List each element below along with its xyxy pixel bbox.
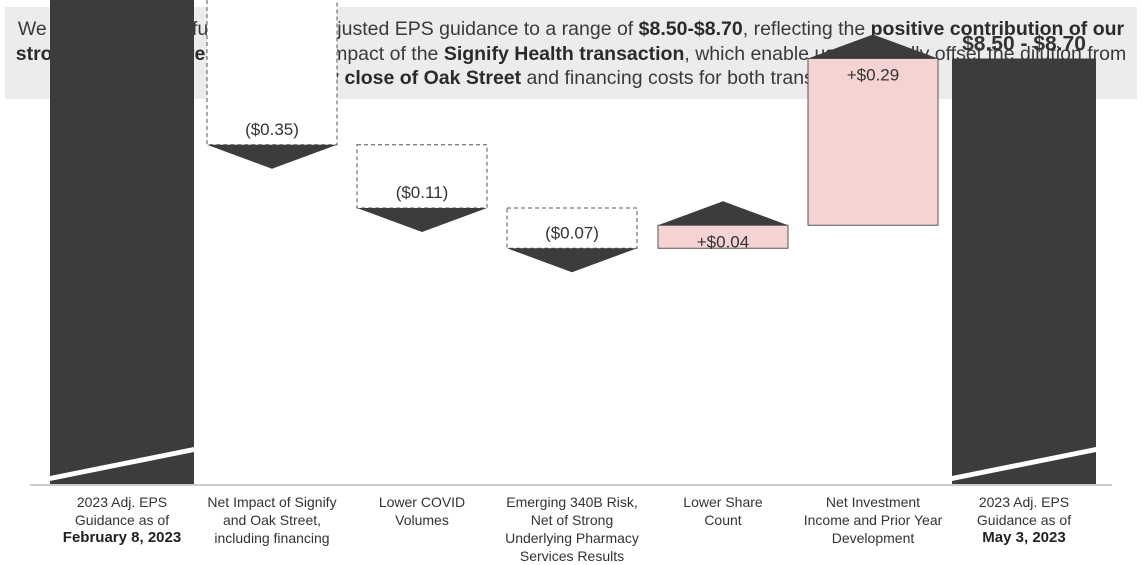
category-line: Guidance as of <box>74 512 170 528</box>
headline-part-8: and financing costs for both transaction… <box>521 67 882 89</box>
total-bar-6 <box>952 58 1096 484</box>
category-line: Volumes <box>395 512 449 528</box>
category-label-0: 2023 Adj. EPS Guidance as of February 8, 2… <box>42 493 202 547</box>
category-label-3: Emerging 340B Risk, Net of Strong Underlyi… <box>492 493 652 565</box>
step-label-4: +$0.04 <box>697 232 749 251</box>
step-label-5: +$0.29 <box>847 66 899 85</box>
category-label-1: Net Impact of Signify and Oak Street, incl… <box>192 493 352 547</box>
total-label-6: $8.50 - $8.70 <box>962 33 1086 56</box>
down-arrow-2 <box>357 208 487 232</box>
category-line: Guidance as of <box>976 512 1072 528</box>
decrease-box-2 <box>356 144 488 209</box>
category-line: Services Results <box>519 548 625 564</box>
category-label-6: 2023 Adj. EPS Guidance as of May 3, 2023 <box>944 493 1104 547</box>
increase-box-5 <box>807 58 939 226</box>
headline-part-7: early close of Oak Street <box>293 67 522 89</box>
category-line: Underlying Pharmacy <box>505 530 639 546</box>
category-line: including financing <box>214 530 330 546</box>
total-bar-0 <box>50 0 194 484</box>
headline-part-2: , reflecting the <box>742 18 871 40</box>
category-line: Income and Prior Year <box>803 512 943 528</box>
category-line: Net of Strong <box>530 512 614 528</box>
down-arrow-3 <box>507 248 637 273</box>
decrease-box-3 <box>506 207 638 249</box>
category-date: May 3, 2023 <box>982 529 1066 546</box>
down-arrow-1 <box>207 144 337 169</box>
category-date: February 8, 2023 <box>62 529 182 546</box>
up-arrow-5 <box>808 34 938 59</box>
category-line: Development <box>831 530 915 546</box>
headline-part-5: Signify Health transaction <box>443 42 685 65</box>
category-line: Lower COVID <box>378 494 466 510</box>
category-line: and Oak Street, <box>222 512 322 528</box>
category-line: Net Investment <box>825 494 921 510</box>
category-line: Count <box>704 512 742 528</box>
up-arrow-4 <box>658 201 788 226</box>
category-label-2: Lower COVID Volumes <box>342 493 502 529</box>
category-label-4: Lower Share Count <box>643 493 803 529</box>
headline-part-1: $8.50-$8.70 <box>638 18 743 40</box>
axis-break-6 <box>952 447 1096 481</box>
step-label-3: ($0.07) <box>545 223 599 242</box>
category-line: Emerging 340B Risk, <box>506 494 638 510</box>
category-line: 2023 Adj. EPS <box>76 494 168 510</box>
category-line: Net Impact of Signify <box>207 494 337 510</box>
category-line: 2023 Adj. EPS <box>978 494 1070 510</box>
axis-break-0 <box>50 447 194 481</box>
decrease-box-1 <box>206 0 338 146</box>
step-label-1: ($0.35) <box>245 120 299 139</box>
category-line: Lower Share <box>683 494 763 510</box>
step-label-2: ($0.11) <box>396 183 449 202</box>
category-label-5: Net Investment Income and Prior Year Devel… <box>793 493 953 547</box>
